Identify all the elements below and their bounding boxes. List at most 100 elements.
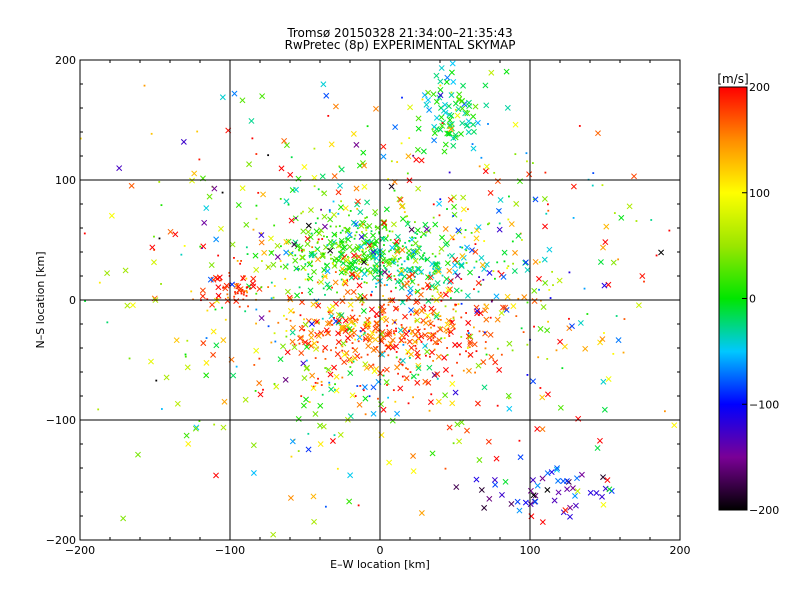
data-point-dot — [364, 217, 367, 219]
data-point-cross — [363, 365, 370, 371]
data-point-dot — [270, 341, 273, 344]
data-point-dot — [440, 337, 443, 340]
data-point-dot — [396, 264, 399, 267]
data-point-dot — [213, 423, 216, 426]
data-point-cross — [517, 178, 523, 185]
data-point-dot — [199, 245, 202, 248]
data-point-dot — [489, 316, 492, 319]
data-point-dot — [365, 247, 367, 250]
data-point-dot — [473, 288, 475, 291]
data-point-cross — [383, 379, 390, 386]
data-point-cross — [350, 289, 357, 295]
data-point-dot — [429, 319, 432, 322]
data-point-cross — [421, 92, 428, 99]
data-point-cross — [445, 287, 452, 293]
data-point-cross — [460, 194, 467, 201]
data-point-cross — [435, 268, 442, 275]
data-point-dot — [328, 209, 331, 212]
data-point-dot — [421, 287, 424, 290]
data-point-cross — [393, 238, 400, 245]
data-point-cross — [483, 303, 490, 310]
data-point-dot — [343, 295, 345, 298]
data-point-dot — [375, 285, 377, 288]
data-point-dot — [234, 291, 236, 293]
data-point-cross — [379, 252, 386, 259]
data-point-dot — [400, 326, 403, 329]
data-point-dot — [470, 231, 473, 234]
data-point-cross — [173, 337, 180, 344]
data-point-cross — [311, 268, 317, 275]
data-point-dot — [385, 229, 388, 232]
data-point-dot — [506, 267, 509, 270]
x-tick-label: 100 — [520, 544, 541, 557]
data-point-dot — [421, 98, 424, 101]
data-point-cross — [453, 484, 460, 490]
data-point-dot — [303, 318, 305, 321]
data-point-cross — [406, 273, 412, 280]
data-point-dot — [520, 327, 523, 330]
data-point-dot — [303, 249, 305, 252]
data-point-dot — [448, 331, 451, 334]
data-point-dot — [366, 226, 369, 228]
data-point-cross — [437, 78, 444, 85]
data-point-cross — [358, 243, 365, 250]
data-point-cross — [456, 91, 463, 98]
data-point-dot — [388, 270, 390, 273]
data-point-dot — [301, 292, 303, 294]
data-point-dot — [546, 358, 549, 360]
data-point-cross — [261, 249, 268, 256]
data-point-cross — [470, 121, 477, 128]
data-point-cross — [466, 367, 472, 374]
data-point-cross — [493, 455, 500, 462]
data-point-cross — [362, 395, 369, 402]
data-point-cross — [541, 256, 548, 263]
y-tick-label: 200 — [55, 54, 76, 67]
data-point-dot — [449, 297, 452, 300]
data-point-cross — [346, 498, 353, 505]
data-point-cross — [439, 234, 445, 241]
data-point-dot — [663, 410, 666, 413]
data-point-cross — [250, 275, 257, 282]
data-point-dot — [512, 262, 514, 265]
data-point-cross — [370, 347, 377, 353]
data-point-dot — [497, 270, 500, 273]
data-point-dot — [285, 330, 288, 332]
data-point-cross — [582, 345, 589, 352]
data-point-cross — [344, 289, 351, 296]
data-point-cross — [560, 478, 567, 485]
data-point-cross — [331, 211, 338, 218]
data-point-cross — [442, 392, 449, 399]
data-point-cross — [289, 329, 296, 336]
data-point-cross — [311, 518, 318, 525]
data-point-cross — [283, 198, 290, 205]
data-point-dot — [452, 442, 455, 445]
data-point-cross — [365, 343, 372, 350]
data-point-cross — [350, 130, 357, 137]
data-point-cross — [618, 214, 625, 221]
data-point-cross — [554, 465, 561, 472]
data-point-dot — [270, 281, 273, 284]
data-point-dot — [375, 282, 378, 285]
data-point-dot — [351, 347, 354, 350]
data-point-dot — [356, 385, 359, 387]
data-point-cross — [450, 194, 457, 201]
data-point-dot — [539, 387, 542, 389]
data-point-cross — [427, 274, 434, 281]
data-point-dot — [361, 303, 364, 306]
data-point-cross — [557, 338, 564, 345]
data-point-dot — [354, 324, 357, 327]
data-point-dot — [409, 326, 412, 329]
data-point-cross — [319, 253, 326, 260]
data-point-dot — [378, 306, 380, 309]
data-point-cross — [553, 466, 560, 473]
data-point-dot — [650, 219, 653, 221]
data-point-cross — [220, 337, 227, 344]
data-point-cross — [530, 492, 537, 499]
data-point-dot — [322, 253, 325, 255]
data-point-dot — [446, 347, 449, 349]
data-point-cross — [413, 310, 420, 316]
data-point-dot — [369, 322, 372, 325]
data-point-cross — [512, 121, 519, 128]
data-point-cross — [437, 86, 444, 93]
data-point-cross — [329, 303, 336, 310]
